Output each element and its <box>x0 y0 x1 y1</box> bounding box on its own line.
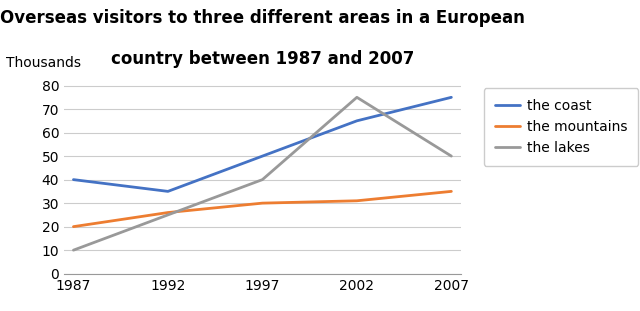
Text: country between 1987 and 2007: country between 1987 and 2007 <box>111 50 414 68</box>
Line: the coast: the coast <box>74 97 451 191</box>
the mountains <box>70 225 77 229</box>
the mountains <box>259 201 266 205</box>
Text: Thousands: Thousands <box>6 56 81 70</box>
Text: Overseas visitors to three different areas in a European: Overseas visitors to three different are… <box>0 9 525 27</box>
the coast <box>353 119 361 123</box>
the lakes <box>164 213 172 217</box>
the lakes <box>447 154 455 158</box>
the coast <box>164 189 172 193</box>
the coast <box>259 154 266 158</box>
the lakes <box>70 248 77 252</box>
the mountains <box>447 189 455 193</box>
the lakes <box>353 95 361 99</box>
the coast <box>447 95 455 99</box>
the mountains <box>164 211 172 214</box>
Line: the mountains: the mountains <box>74 191 451 227</box>
Legend: the coast, the mountains, the lakes: the coast, the mountains, the lakes <box>484 88 638 166</box>
the lakes <box>259 178 266 182</box>
the mountains <box>353 199 361 203</box>
Line: the lakes: the lakes <box>74 97 451 250</box>
the coast <box>70 178 77 182</box>
